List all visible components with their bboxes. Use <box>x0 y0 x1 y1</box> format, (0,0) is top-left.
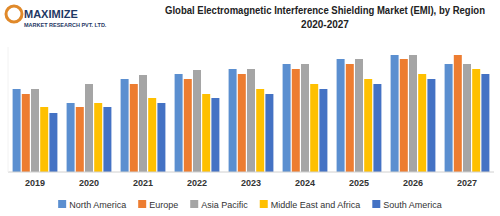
chart: MAXIMIZE MARKET RESEARCH PVT. LTD. Global … <box>0 0 500 216</box>
legend: North America Europe Asia Pacific Middle Ea… <box>58 200 442 210</box>
bar <box>157 103 165 172</box>
logo-icon <box>6 6 22 22</box>
bar <box>418 74 426 172</box>
bar <box>292 69 300 172</box>
x-tick-label: 2024 <box>295 178 315 188</box>
bar <box>256 89 264 172</box>
bar <box>94 103 102 172</box>
bar <box>148 98 156 172</box>
legend-swatch <box>138 200 146 208</box>
bar <box>364 79 372 172</box>
bar <box>337 59 345 172</box>
x-tick-label: 2026 <box>403 178 423 188</box>
bar <box>121 79 129 172</box>
bar <box>472 69 480 172</box>
legend-label: Middle East and Africa <box>271 200 361 210</box>
x-tick-label: 2021 <box>133 178 153 188</box>
bar <box>427 79 435 172</box>
legend-label: Europe <box>149 200 178 210</box>
title: Global Electromagnetic Interference Shie… <box>165 5 485 16</box>
logo-tagline: MARKET RESEARCH PVT. LTD. <box>24 22 107 28</box>
bar <box>130 84 138 172</box>
x-axis <box>8 172 494 173</box>
x-tick-label: 2027 <box>457 178 477 188</box>
bar <box>238 74 246 172</box>
bar <box>319 89 327 172</box>
legend-swatch <box>190 200 198 208</box>
bar <box>310 84 318 172</box>
bar <box>76 107 84 172</box>
bar <box>184 79 192 172</box>
subtitle: 2020-2027 <box>301 19 349 30</box>
bar <box>463 64 471 172</box>
legend-swatch <box>260 200 268 208</box>
bar <box>481 74 489 172</box>
bar <box>454 55 462 172</box>
x-tick-label: 2022 <box>187 178 207 188</box>
bar <box>346 64 354 172</box>
bar <box>301 64 309 172</box>
bar <box>13 89 21 172</box>
bar <box>31 89 39 172</box>
bar <box>139 75 147 172</box>
bar <box>49 113 57 172</box>
bar <box>211 98 219 172</box>
x-tick-label: 2023 <box>241 178 261 188</box>
bar <box>355 59 363 172</box>
legend-label: Asia Pacific <box>201 200 248 210</box>
bars <box>13 55 490 172</box>
x-tick-label: 2020 <box>79 178 99 188</box>
bar <box>283 64 291 172</box>
logo-name: MAXIMIZE <box>24 8 78 20</box>
x-tick-label: 2019 <box>25 178 45 188</box>
bar <box>40 107 48 172</box>
bar <box>247 69 255 172</box>
bar <box>103 107 111 172</box>
legend-swatch <box>372 200 380 208</box>
legend-label: South America <box>383 200 442 210</box>
bar <box>22 94 30 172</box>
y-axis-range <box>8 47 9 172</box>
bar <box>175 74 183 172</box>
x-tick-label: 2025 <box>349 178 369 188</box>
bar <box>400 59 408 172</box>
legend-label: North America <box>69 200 126 210</box>
bar <box>409 55 417 172</box>
bar <box>265 94 273 172</box>
bar <box>85 84 93 172</box>
bar <box>391 55 399 172</box>
bar <box>373 84 381 172</box>
legend-swatch <box>58 200 66 208</box>
bar <box>229 69 237 172</box>
bar <box>67 103 75 172</box>
bar <box>202 94 210 172</box>
bar <box>193 70 201 172</box>
bar <box>445 64 453 172</box>
